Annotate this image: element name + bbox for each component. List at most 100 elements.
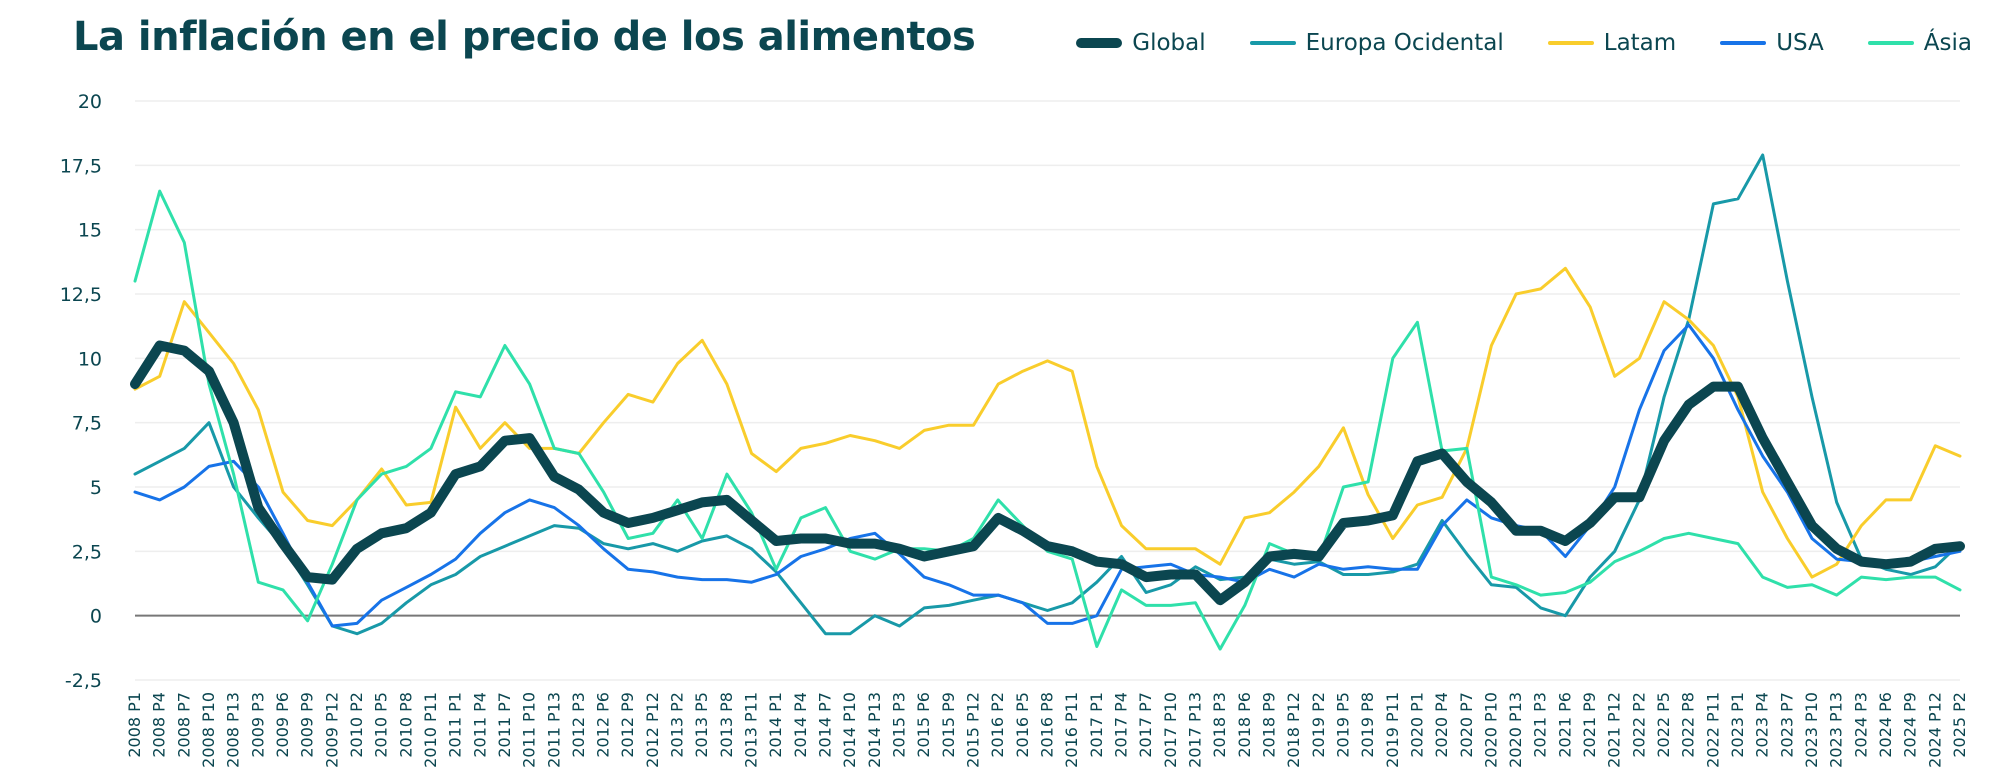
legend-item: Ásia [1867,30,1972,56]
y-tick-label: -2,5 [65,670,102,692]
x-tick-label: 2014 P10 [840,692,859,768]
x-tick-label: 2021 P12 [1605,692,1624,768]
x-tick-label: 2020 P4 [1432,692,1451,758]
legend-label: Ásia [1923,30,1972,56]
x-tick-label: 2016 P8 [1038,692,1057,758]
x-tick-label: 2017 P4 [1111,692,1130,758]
x-tick-label: 2010 P8 [396,692,415,758]
legend-swatch [1249,41,1296,45]
x-tick-label: 2015 P6 [914,692,933,758]
legend-item: Global [1076,30,1206,56]
x-tick-label: 2015 P3 [890,692,909,758]
legend: Global Europa Ocidental Latam USA Ásia [1076,30,1972,56]
x-tick-label: 2017 P13 [1185,692,1204,768]
chart-title: La inflación en el precio de los aliment… [73,14,976,60]
y-tick-label: 15 [78,220,102,242]
x-tick-label: 2017 P1 [1087,692,1106,758]
x-tick-label: 2023 P4 [1753,692,1772,758]
x-tick-label: 2024 P6 [1876,692,1895,758]
x-tick-label: 2021 P9 [1580,692,1599,758]
x-tick-label: 2014 P1 [766,692,785,758]
y-tick-label: 5 [90,477,102,499]
x-tick-label: 2019 P2 [1309,692,1328,758]
x-tick-label: 2019 P11 [1383,692,1402,768]
x-tick-label: 2012 P12 [643,692,662,768]
legend-label: Latam [1603,30,1677,56]
legend-swatch [1867,41,1914,45]
x-tick-label: 2012 P6 [594,692,613,758]
legend-item: USA [1720,30,1824,56]
x-tick-label: 2008 P7 [174,692,193,758]
x-tick-label: 2009 P9 [298,692,317,758]
y-tick-label: 2,5 [72,541,102,563]
x-tick-label: 2013 P2 [668,692,687,758]
x-tick-label: 2011 P1 [446,692,465,758]
x-tick-label: 2024 P9 [1901,692,1920,758]
x-tick-label: 2024 P3 [1851,692,1870,758]
x-tick-label: 2018 P6 [1235,692,1254,758]
x-tick-label: 2014 P13 [865,692,884,768]
x-tick-label: 2008 P1 [125,692,144,758]
legend-item: Europa Ocidental [1249,30,1504,56]
x-tick-label: 2013 P5 [692,692,711,758]
series-line-europa-ocidental [133,153,1962,636]
legend-swatch [1076,38,1123,48]
x-tick-label: 2019 P8 [1358,692,1377,758]
series-line-latam [133,266,1962,579]
x-tick-label: 2011 P13 [544,692,563,768]
x-tick-label: 2020 P1 [1407,692,1426,758]
x-tick-label: 2013 P11 [742,692,761,768]
x-tick-label: 2010 P2 [347,692,366,758]
x-tick-label: 2010 P11 [421,692,440,768]
x-tick-label: 2016 P2 [988,692,1007,758]
x-tick-label: 2018 P12 [1284,692,1303,768]
legend-label: USA [1776,30,1824,56]
x-tick-label: 2019 P5 [1333,692,1352,758]
x-tick-label: 2020 P13 [1506,692,1525,768]
x-tick-label: 2010 P5 [372,692,391,758]
x-tick-label: 2022 P8 [1679,692,1698,758]
x-tick-label: 2014 P4 [791,692,810,758]
legend-item: Latam [1547,30,1677,56]
x-tick-label: 2012 P9 [618,692,637,758]
x-tick-label: 2011 P7 [495,692,514,758]
x-tick-label: 2009 P3 [248,692,267,758]
y-tick-label: 7,5 [72,413,102,435]
x-tick-label: 2012 P3 [569,692,588,758]
x-tick-label: 2009 P12 [322,692,341,768]
x-tick-label: 2023 P13 [1827,692,1846,768]
x-tick-label: 2016 P5 [1013,692,1032,758]
x-tick-label: 2008 P4 [150,692,169,758]
x-tick-label: 2025 P2 [1950,692,1969,758]
x-tick-label: 2022 P11 [1703,692,1722,768]
y-tick-label: 10 [78,348,102,370]
x-tick-label: 2014 P7 [816,692,835,758]
x-tick-label: 2021 P3 [1531,692,1550,758]
x-tick-label: 2011 P4 [470,692,489,758]
x-tick-label: 2023 P7 [1777,692,1796,758]
x-tick-label: 2022 P2 [1629,692,1648,758]
series-line--sia [133,189,1962,651]
series-line-global [130,340,1965,606]
x-tick-label: 2008 P13 [224,692,243,768]
series-line-usa [133,323,1962,628]
legend-label: Global [1132,30,1206,56]
x-tick-label: 2009 P6 [273,692,292,758]
x-tick-label: 2022 P5 [1654,692,1673,758]
x-tick-label: 2017 P10 [1161,692,1180,768]
y-tick-label: 0 [90,606,102,628]
x-tick-label: 2023 P1 [1728,692,1747,758]
x-tick-label: 2013 P8 [717,692,736,758]
x-tick-label: 2020 P10 [1481,692,1500,768]
x-tick-label: 2008 P10 [199,692,218,768]
x-tick-label: 2020 P7 [1457,692,1476,758]
y-tick-label: 20 [78,91,102,113]
x-tick-label: 2015 P9 [939,692,958,758]
y-tick-label: 17,5 [60,155,102,177]
x-tick-label: 2018 P3 [1210,692,1229,758]
x-tick-label: 2011 P10 [520,692,539,768]
legend-swatch [1547,41,1594,45]
x-tick-label: 2021 P6 [1555,692,1574,758]
x-tick-label: 2015 P12 [964,692,983,768]
